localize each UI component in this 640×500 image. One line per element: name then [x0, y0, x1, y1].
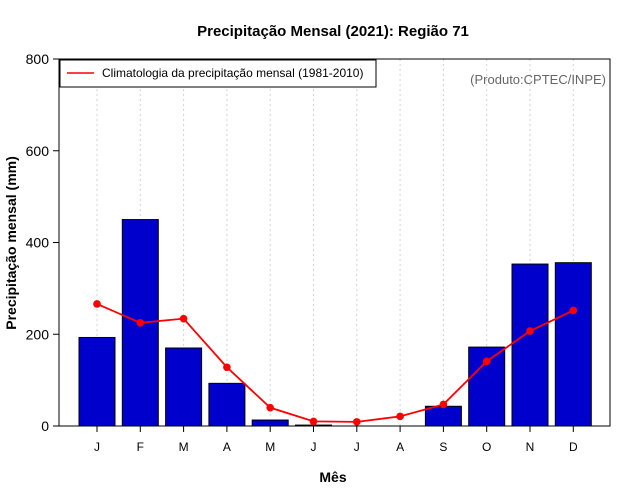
- y-tick-label: 400: [26, 235, 50, 251]
- y-axis: 0 200 400 600 800: [26, 51, 59, 434]
- x-tick-label: A: [223, 440, 231, 454]
- climatology-point: [439, 400, 448, 409]
- x-tick-label: M: [265, 440, 275, 454]
- climatology-point: [569, 306, 578, 315]
- x-tick-label: O: [482, 440, 491, 454]
- precipitation-bar: [208, 382, 246, 427]
- legend-box: [59, 59, 377, 88]
- x-tick-label: J: [311, 440, 317, 454]
- x-tick-label: F: [137, 440, 144, 454]
- chart-title: Precipitação Mensal (2021): Região 71: [197, 23, 469, 40]
- climatology-point: [93, 300, 101, 308]
- x-tick-label: A: [396, 440, 404, 454]
- climatology-point: [353, 418, 361, 426]
- climatology-point: [223, 363, 231, 372]
- x-axis-label: Mês: [319, 469, 346, 485]
- x-tick-label: N: [526, 440, 535, 454]
- precipitation-bars: [78, 219, 592, 427]
- precipitation-bar: [78, 336, 116, 427]
- climatology-point: [136, 318, 145, 327]
- climatology-point: [179, 314, 188, 323]
- climatology-line: [96, 303, 574, 423]
- precipitation-bar: [424, 405, 462, 427]
- x-tick-label: D: [569, 440, 578, 454]
- x-tick-label: J: [354, 440, 360, 454]
- y-tick-label: 800: [26, 51, 50, 67]
- y-tick-label: 600: [26, 143, 50, 159]
- y-tick-label: 200: [26, 326, 50, 342]
- precipitation-bar: [251, 419, 289, 427]
- legend-label: Climatologia da precipitação mensal (198…: [102, 66, 363, 80]
- climatology-point: [526, 327, 534, 335]
- climatology-point: [266, 403, 275, 412]
- climatology-point: [396, 412, 404, 421]
- climatology-line-series: [93, 300, 578, 426]
- credit-annotation: (Produto:CPTEC/INPE): [470, 72, 606, 87]
- x-tick-label: J: [94, 440, 100, 454]
- y-tick-label: 0: [41, 418, 49, 434]
- precipitation-bar: [554, 262, 592, 427]
- precipitation-bar: [511, 263, 549, 427]
- legend: Climatologia da precipitação mensal (198…: [59, 59, 377, 88]
- precipitation-bar: [165, 347, 203, 427]
- x-tick-label: S: [439, 440, 447, 454]
- climatology-point: [309, 417, 318, 426]
- x-tick-label: M: [179, 440, 189, 454]
- climatology-point: [482, 357, 491, 366]
- y-axis-label: Precipitação mensal (mm): [3, 156, 19, 330]
